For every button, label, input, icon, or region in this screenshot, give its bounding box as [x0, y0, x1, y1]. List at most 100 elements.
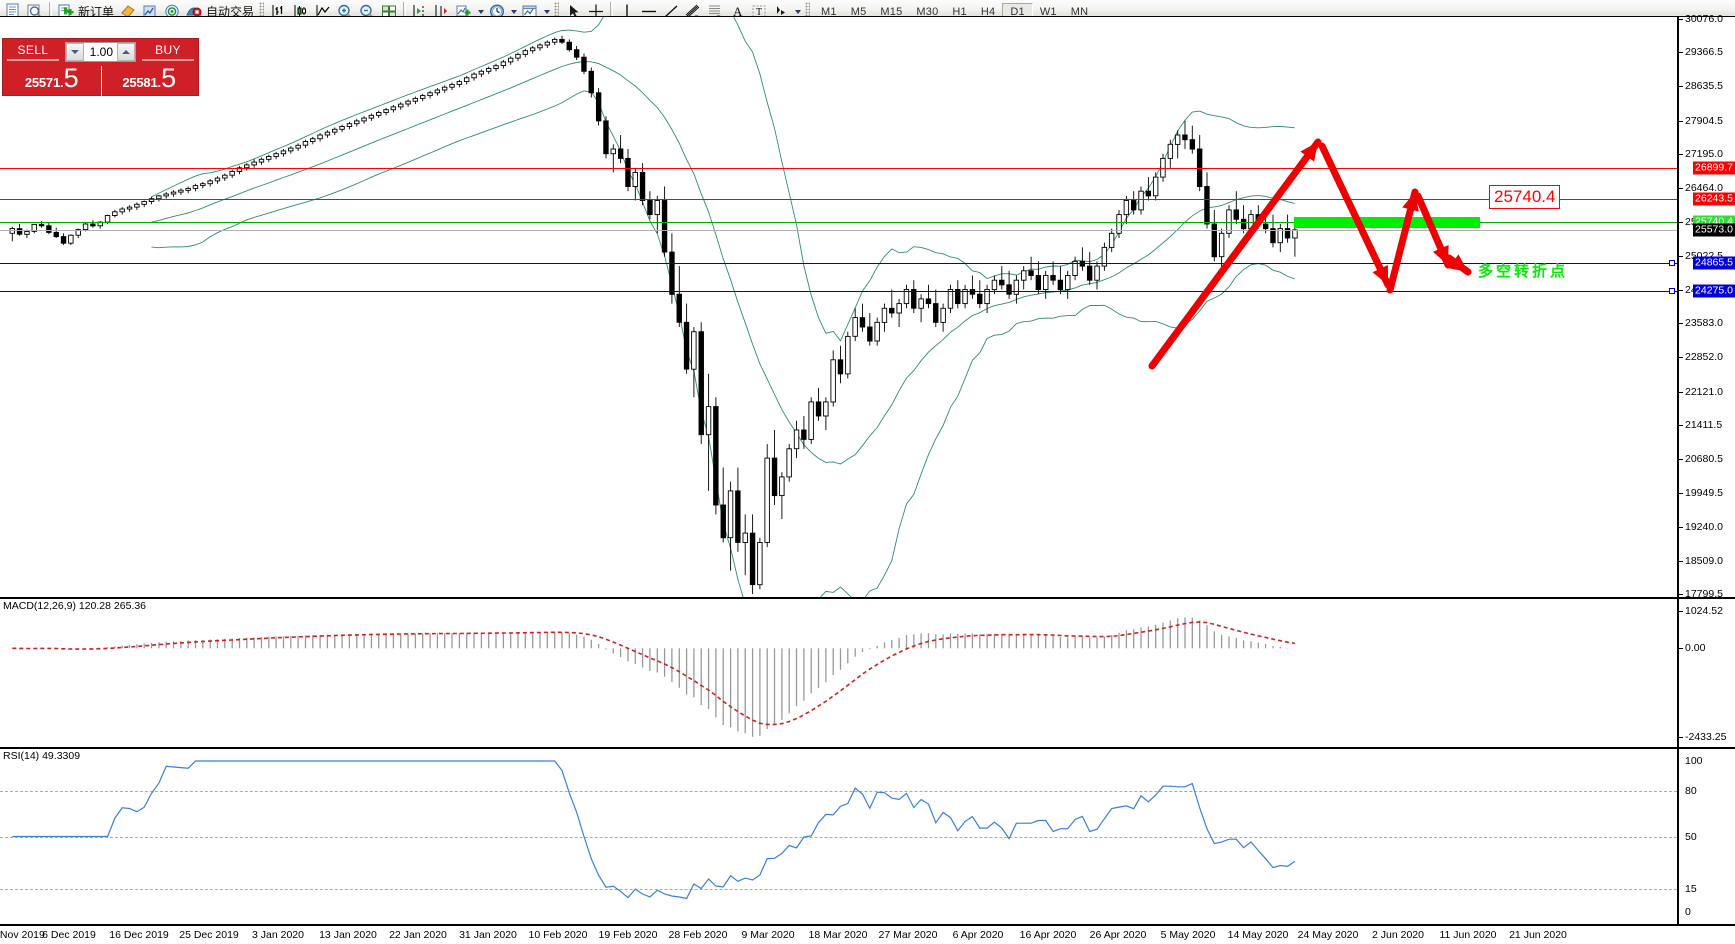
price-axis-tick	[1679, 289, 1683, 291]
time-axis-label: 22 Jan 2020	[389, 929, 447, 941]
new-order-icon[interactable]	[55, 1, 77, 22]
price-axis-tick	[1679, 459, 1683, 461]
hline-support-green[interactable]	[0, 222, 1677, 224]
time-axis-label: 14 May 2020	[1227, 929, 1289, 941]
price-axis-tick	[1679, 188, 1683, 190]
price-axis-label: 21411.5	[1685, 418, 1723, 431]
svg-text:A: A	[733, 4, 743, 19]
buy-price-dot: .	[157, 75, 162, 90]
price-axis-label: 19240.0	[1685, 520, 1723, 533]
price-axis-label: 23583.0	[1685, 317, 1723, 330]
price-tag-support-blue-2: 24275.0	[1693, 284, 1735, 298]
timeframe-m15[interactable]: M15	[880, 5, 903, 18]
time-axis-label: 24 May 2020	[1297, 929, 1359, 941]
macd-axis-label: -2433.25	[1685, 731, 1727, 743]
volume-stepper[interactable]: 1.00	[65, 42, 136, 62]
price-tag-last-price: 25573.0	[1693, 223, 1735, 237]
cursor-icon[interactable]	[563, 1, 585, 22]
timeframe-w1[interactable]: W1	[1039, 5, 1057, 18]
buy-price-integer: 25581	[122, 75, 158, 90]
price-tag-resistance-2: 26243.5	[1693, 192, 1735, 205]
time-axis-label: 5 May 2020	[1160, 929, 1216, 941]
price-axis-tick	[1679, 153, 1683, 155]
price-axis-label: 20680.5	[1685, 453, 1723, 466]
tile-windows-icon[interactable]	[378, 1, 400, 22]
timeframe-mn[interactable]: MN	[1070, 5, 1089, 18]
time-axis-label: 19 Feb 2020	[598, 929, 658, 941]
price-axis-tick	[1679, 391, 1683, 393]
time-axis-label: 26 Apr 2020	[1089, 929, 1147, 941]
timeframe-h4[interactable]: H4	[980, 5, 996, 18]
buy-label[interactable]: BUY	[142, 43, 194, 61]
rsi-axis-label: 80	[1685, 785, 1697, 798]
rsi-level-80	[0, 791, 1677, 793]
price-axis-label: 30076.0	[1685, 13, 1723, 25]
time-axis-label: 31 Jan 2020	[459, 929, 517, 941]
timeframe-m5[interactable]: M5	[850, 5, 867, 18]
rsi-level-15	[0, 889, 1677, 891]
toolbar-grip-2[interactable]	[554, 2, 560, 21]
rsi-axis: 100 80 50 15 0	[1677, 749, 1735, 924]
price-axis[interactable]: 30076.0 29366.5 28635.5 27904.5 27195.0 26464…	[1677, 13, 1735, 600]
sell-price-fraction: 5	[63, 63, 79, 93]
price-axis-tick	[1679, 19, 1683, 20]
shapes-icon[interactable]	[770, 1, 792, 22]
crosshair-icon[interactable]	[585, 1, 607, 22]
price-plot-area[interactable]	[0, 17, 1677, 597]
toolbar-separator	[49, 2, 52, 21]
indicators-icon[interactable]	[453, 1, 475, 22]
vertical-line-icon[interactable]	[616, 1, 638, 22]
signals-icon[interactable]	[161, 1, 183, 22]
periods-icon[interactable]	[486, 1, 508, 22]
time-axis-label: 21 Jun 2020	[1509, 929, 1567, 941]
rsi-axis-label: 100	[1685, 755, 1703, 767]
rsi-plot-area[interactable]	[0, 749, 1677, 924]
hline-last-price[interactable]	[0, 229, 1677, 231]
sell-price-button[interactable]: 25571 . 5	[3, 65, 101, 97]
price-axis-tick	[1679, 52, 1683, 54]
text-icon[interactable]: A	[726, 1, 748, 22]
macd-axis-tick	[1679, 611, 1683, 612]
hline-resistance-1[interactable]	[0, 167, 1677, 169]
timeframe-h1[interactable]: H1	[952, 5, 967, 18]
macd-plot-area[interactable]	[0, 599, 1677, 747]
turning-point-note[interactable]: 多空转折点	[1478, 262, 1569, 280]
time-axis-label: 27 Mar 2020	[878, 929, 938, 941]
volume-increment-button[interactable]	[117, 43, 135, 61]
time-axis-label: 6 Apr 2020	[952, 929, 1004, 941]
volume-decrement-button[interactable]	[66, 43, 84, 61]
volume-input[interactable]: 1.00	[89, 45, 113, 59]
autotrade-label[interactable]: 自动交易	[206, 5, 255, 19]
sell-label[interactable]: SELL	[7, 43, 59, 61]
price-axis-label: 27904.5	[1685, 114, 1723, 127]
toolbar-grip[interactable]	[259, 2, 265, 21]
time-axis-label: 13 Jan 2020	[319, 929, 377, 941]
hline-support-blue-1[interactable]	[0, 263, 1677, 265]
price-axis-label: 29366.5	[1685, 46, 1723, 59]
new-order-label[interactable]: 新订单	[78, 5, 115, 19]
price-axis-label: 18509.0	[1685, 554, 1723, 567]
rsi-label: RSI(14) 49.3309	[3, 750, 81, 762]
toolbar-grip-3[interactable]	[805, 2, 811, 21]
time-axis-label: 28 Feb 2020	[668, 929, 728, 941]
hline-resistance-2[interactable]	[0, 198, 1677, 200]
price-axis-label: 19949.5	[1685, 487, 1723, 500]
buy-price-button[interactable]: 25581 . 5	[101, 65, 199, 97]
hline-handle[interactable]	[1669, 260, 1675, 267]
macd-axis-label: 0.00	[1685, 642, 1706, 655]
macd-label: MACD(12,26,9) 120.28 265.36	[3, 600, 147, 612]
sell-price-integer: 25571	[24, 75, 60, 90]
rsi-pane: RSI(14) 49.3309 100 80 50 15 0	[0, 747, 1735, 924]
horizontal-line-icon[interactable]	[638, 1, 660, 22]
timeframe-m1[interactable]: M1	[821, 5, 837, 18]
support-zone-highlight[interactable]	[1294, 217, 1480, 229]
hline-support-blue-2[interactable]	[0, 290, 1677, 292]
toolbar-separator-3	[610, 2, 614, 21]
price-annotation-label[interactable]: 25740.4	[1489, 185, 1561, 209]
hline-handle[interactable]	[1669, 287, 1675, 294]
trendline-icon[interactable]	[660, 1, 682, 22]
price-axis-tick	[1679, 323, 1683, 325]
timeframe-m30[interactable]: M30	[916, 5, 939, 18]
